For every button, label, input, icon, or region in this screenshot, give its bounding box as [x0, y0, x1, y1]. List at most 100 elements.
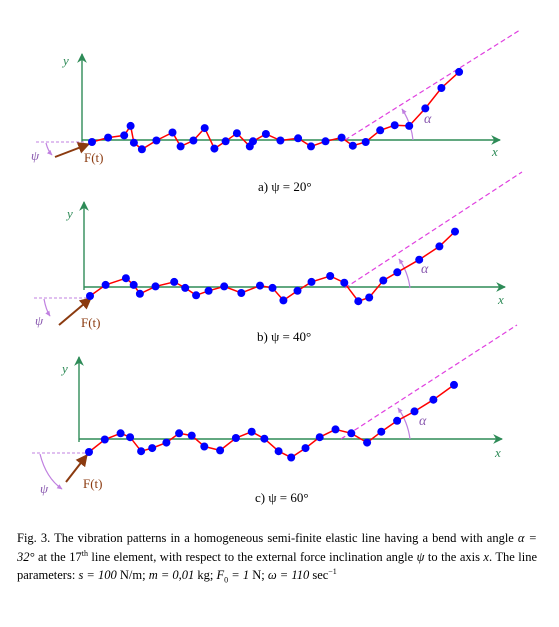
node-b-12: [256, 281, 264, 290]
node-a-22: [348, 141, 357, 150]
node-a-23: [361, 138, 370, 146]
node-a-5: [137, 145, 146, 154]
node-c-1: [100, 435, 109, 444]
elastic-line-a: [91, 71, 460, 151]
node-b-5: [151, 282, 160, 291]
node-c-6: [162, 438, 171, 447]
node-c-24: [429, 395, 438, 404]
caption-text-6: N/m;: [116, 568, 149, 582]
caption-x: x: [483, 549, 489, 564]
psi-label-a: ψ: [31, 148, 40, 163]
node-b-0: [86, 292, 94, 300]
nodes-c: [85, 380, 458, 462]
caption-text-7: kg;: [194, 568, 217, 582]
node-b-11: [237, 289, 246, 297]
caption-alpha: α = 32°: [17, 531, 537, 564]
x-axis-label-b: x: [497, 292, 504, 307]
node-a-12: [221, 137, 230, 146]
node-a-29: [455, 67, 464, 76]
node-b-1: [101, 280, 110, 289]
figure-diagram: y x ψ F(t) α a) ψ = 20° y x ψ F(t) α b) …: [31, 29, 523, 505]
node-a-4: [129, 138, 138, 147]
node-a-24: [376, 126, 385, 135]
force-label-c: F(t): [83, 476, 103, 491]
force-arrow-c: [65, 454, 88, 483]
panel-b: y x ψ F(t) α b) ψ = 40°: [34, 171, 523, 344]
caption-m: m = 0,01: [148, 568, 195, 582]
node-c-16: [301, 444, 310, 453]
caption-omega: ω = 110: [267, 568, 310, 582]
force-label-a: F(t): [84, 150, 104, 165]
y-axis-label-c: y: [60, 361, 68, 376]
caption-text-8: N;: [249, 568, 268, 582]
alpha-arc-c: [397, 407, 411, 440]
caption-f0: F: [216, 568, 225, 582]
psi-label-c: ψ: [40, 481, 49, 496]
nodes-a: [88, 67, 464, 154]
node-c-4: [137, 447, 146, 456]
node-b-2: [121, 274, 130, 283]
node-c-12: [247, 427, 256, 436]
node-c-14: [274, 447, 283, 456]
node-a-19: [307, 142, 315, 151]
node-b-20: [365, 293, 374, 302]
node-c-25: [450, 380, 458, 389]
psi-arc-a: [45, 142, 53, 156]
node-a-6: [152, 136, 161, 145]
caption-text-1: Fig. 3. The vibration patterns in a homo…: [17, 531, 518, 545]
force-arrow-a: [54, 142, 91, 158]
caption-th: th: [81, 548, 88, 558]
node-c-3: [126, 433, 135, 442]
node-c-21: [377, 427, 386, 436]
node-c-9: [200, 442, 209, 451]
bend-extension-a: [344, 29, 521, 141]
psi-label-b: ψ: [35, 313, 44, 328]
bend-extension-c: [340, 324, 518, 440]
node-b-4: [135, 289, 144, 298]
node-a-11: [210, 144, 219, 153]
node-c-20: [363, 438, 372, 447]
node-c-10: [216, 446, 225, 455]
subcaption-c: c) ψ = 60°: [255, 490, 309, 505]
node-c-22: [393, 416, 402, 425]
caption-text-4: to the axis: [424, 549, 484, 564]
node-a-2: [120, 131, 129, 140]
subcaption-a: a) ψ = 20°: [258, 179, 312, 194]
psi-arc-b: [43, 298, 51, 317]
node-b-24: [435, 242, 444, 251]
node-a-13: [232, 129, 241, 138]
node-b-9: [204, 286, 213, 295]
alpha-arc-b: [398, 258, 411, 289]
caption-text-5: . The line parameters:: [17, 549, 538, 583]
x-axis-label-c: x: [494, 445, 501, 460]
alpha-label-a: α: [424, 112, 432, 127]
force-label-b: F(t): [81, 315, 101, 330]
node-a-21: [337, 133, 346, 142]
node-c-19: [347, 429, 356, 438]
alpha-label-c: α: [419, 414, 427, 429]
alpha-label-b: α: [421, 262, 429, 277]
y-axis-label-b: y: [65, 206, 73, 221]
node-c-8: [187, 431, 196, 440]
node-b-18: [340, 278, 349, 287]
force-arrow-b: [58, 297, 92, 326]
node-a-26: [405, 121, 414, 130]
node-b-13: [268, 283, 277, 292]
caption-sup: −1: [328, 566, 337, 576]
node-a-17: [276, 136, 285, 145]
caption-text-9: sec: [309, 568, 329, 582]
node-c-5: [148, 444, 157, 453]
caption-s: s = 100: [78, 568, 117, 582]
node-b-10: [220, 282, 229, 291]
node-a-20: [321, 137, 330, 146]
node-b-16: [307, 277, 316, 286]
node-a-15: [249, 137, 257, 146]
x-axis-label-a: x: [491, 144, 498, 159]
y-axis-label-a: y: [61, 53, 69, 68]
node-c-17: [315, 433, 324, 442]
node-a-0: [88, 138, 96, 146]
node-a-25: [390, 121, 399, 130]
node-c-13: [260, 434, 269, 443]
node-c-11: [231, 434, 240, 442]
node-c-18: [331, 425, 340, 434]
